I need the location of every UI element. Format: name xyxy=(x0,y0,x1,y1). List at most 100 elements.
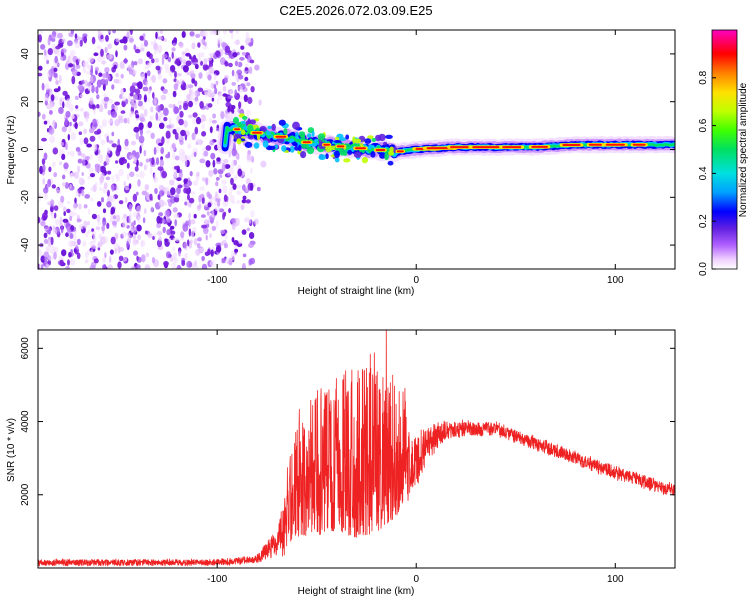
noise-blob xyxy=(75,147,81,152)
noise-blob xyxy=(135,114,140,119)
noise-blob xyxy=(105,176,111,181)
noise-blob xyxy=(155,112,159,121)
noise-blob xyxy=(155,157,160,166)
noise-blob xyxy=(190,73,196,79)
noise-blob xyxy=(77,84,83,91)
noise-blob xyxy=(108,255,112,264)
noise-blob xyxy=(42,212,48,220)
noise-blob xyxy=(46,59,49,65)
noise-blob xyxy=(89,75,94,84)
noise-blob xyxy=(196,265,200,269)
noise-blob xyxy=(160,147,165,155)
noise-blob xyxy=(228,62,233,68)
signal-blob xyxy=(242,115,248,120)
noise-blob xyxy=(159,30,164,34)
noise-blob xyxy=(87,175,91,180)
noise-blob xyxy=(244,216,250,221)
noise-blob xyxy=(172,128,177,135)
noise-blob xyxy=(89,264,96,269)
noise-blob xyxy=(111,84,115,90)
noise-blob xyxy=(242,253,247,258)
noise-blob xyxy=(221,41,227,48)
noise-blob xyxy=(242,195,247,200)
noise-blob xyxy=(142,217,146,224)
snr-y-tick-label: 6000 xyxy=(20,337,31,360)
noise-blob xyxy=(138,122,144,131)
noise-blob xyxy=(181,54,186,62)
noise-blob xyxy=(188,212,192,220)
noise-blob xyxy=(62,90,68,96)
noise-blob xyxy=(171,47,176,52)
noise-blob xyxy=(46,229,51,234)
noise-blob xyxy=(52,147,59,155)
noise-blob xyxy=(90,197,94,202)
noise-blob xyxy=(69,150,75,157)
noise-blob xyxy=(124,57,128,64)
snr-x-tick-label: -100 xyxy=(207,574,227,585)
noise-blob xyxy=(196,171,200,177)
noise-blob xyxy=(169,65,176,73)
signal-blob xyxy=(253,142,260,149)
noise-blob xyxy=(228,167,234,175)
noise-blob xyxy=(174,155,180,161)
noise-blob xyxy=(82,158,86,167)
noise-blob xyxy=(228,208,232,214)
noise-blob xyxy=(128,183,132,190)
snr-x-ticks: -100 0 100 xyxy=(207,330,624,585)
signal-blob xyxy=(297,144,302,152)
noise-blob xyxy=(129,92,134,97)
noise-blob xyxy=(96,57,102,62)
noise-blob xyxy=(43,187,49,194)
noise-blob xyxy=(174,132,179,140)
noise-blob xyxy=(162,78,168,84)
noise-blob xyxy=(59,149,65,155)
noise-blob xyxy=(79,94,85,98)
noise-blob xyxy=(231,69,235,77)
signal-blob xyxy=(278,119,286,126)
noise-blob xyxy=(43,232,48,239)
noise-blob xyxy=(220,229,226,235)
noise-blob xyxy=(229,53,233,59)
noise-blob xyxy=(149,157,152,163)
noise-blob xyxy=(173,83,179,91)
noise-blob xyxy=(93,143,98,152)
signal-blob xyxy=(317,133,326,141)
noise-blob xyxy=(93,52,99,57)
noise-blob xyxy=(41,113,46,120)
noise-blob xyxy=(198,55,201,64)
noise-blob xyxy=(113,64,117,70)
noise-blob xyxy=(191,91,197,97)
noise-blob xyxy=(233,174,238,181)
noise-blob xyxy=(190,70,195,74)
signal-blob xyxy=(295,132,299,138)
noise-blob xyxy=(59,259,64,267)
noise-blob xyxy=(158,111,163,119)
snr-panel: -100 0 100 2000 4000 6000 Height of straight… xyxy=(6,329,676,597)
noise-blob xyxy=(38,72,43,77)
noise-blob xyxy=(177,100,183,105)
noise-blob xyxy=(49,110,53,115)
noise-blob xyxy=(205,160,211,168)
noise-blob xyxy=(67,151,71,156)
noise-blob xyxy=(163,38,167,42)
noise-blob xyxy=(207,103,213,108)
noise-blob xyxy=(150,206,154,213)
noise-blob xyxy=(176,72,182,77)
noise-blob xyxy=(85,117,89,123)
noise-blob xyxy=(126,117,130,125)
noise-blob xyxy=(205,177,208,186)
noise-blob xyxy=(209,232,212,239)
noise-blob xyxy=(119,39,125,44)
noise-blob xyxy=(84,111,90,120)
spec-y-tick-label: 20 xyxy=(20,96,31,108)
signal-blob xyxy=(314,138,318,143)
noise-blob xyxy=(249,59,255,64)
noise-blob xyxy=(187,181,190,189)
noise-blob xyxy=(111,131,115,137)
noise-blob xyxy=(147,97,150,102)
noise-blob xyxy=(115,175,120,182)
noise-blob xyxy=(74,40,81,49)
noise-blob xyxy=(69,115,76,119)
noise-blob xyxy=(175,127,181,132)
noise-blob xyxy=(211,97,215,102)
